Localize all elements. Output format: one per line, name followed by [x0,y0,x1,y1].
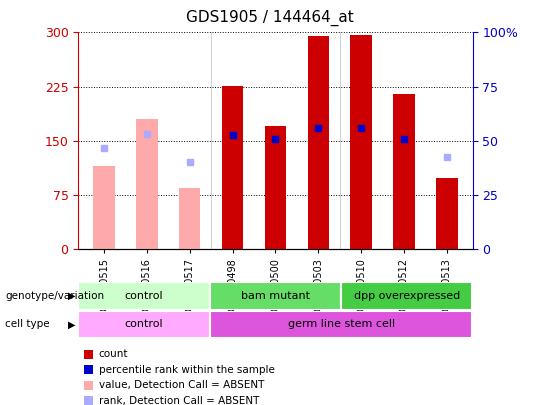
Bar [93,166,114,249]
Bar [210,311,472,338]
Bar [222,86,243,249]
Bar [265,126,286,249]
Text: germ line stem cell: germ line stem cell [287,320,395,329]
Text: count: count [99,350,129,359]
Text: bam mutant: bam mutant [241,291,310,301]
Bar [393,94,415,249]
Bar [78,311,210,338]
Text: rank, Detection Call = ABSENT: rank, Detection Call = ABSENT [99,396,259,405]
Text: dpp overexpressed: dpp overexpressed [354,291,460,301]
Text: value, Detection Call = ABSENT: value, Detection Call = ABSENT [99,380,264,390]
Bar [308,36,329,249]
Text: control: control [125,320,163,329]
Text: control: control [125,291,163,301]
Bar [341,282,472,310]
Bar [136,119,158,249]
Text: GDS1905 / 144464_at: GDS1905 / 144464_at [186,10,354,26]
Bar [179,188,200,249]
Text: cell type: cell type [5,320,50,329]
Text: ▶: ▶ [68,291,75,301]
Bar [210,282,341,310]
Bar [78,282,210,310]
Text: ▶: ▶ [68,320,75,329]
Bar [436,178,457,249]
Text: percentile rank within the sample: percentile rank within the sample [99,365,275,375]
Bar [350,35,372,249]
Text: genotype/variation: genotype/variation [5,291,105,301]
